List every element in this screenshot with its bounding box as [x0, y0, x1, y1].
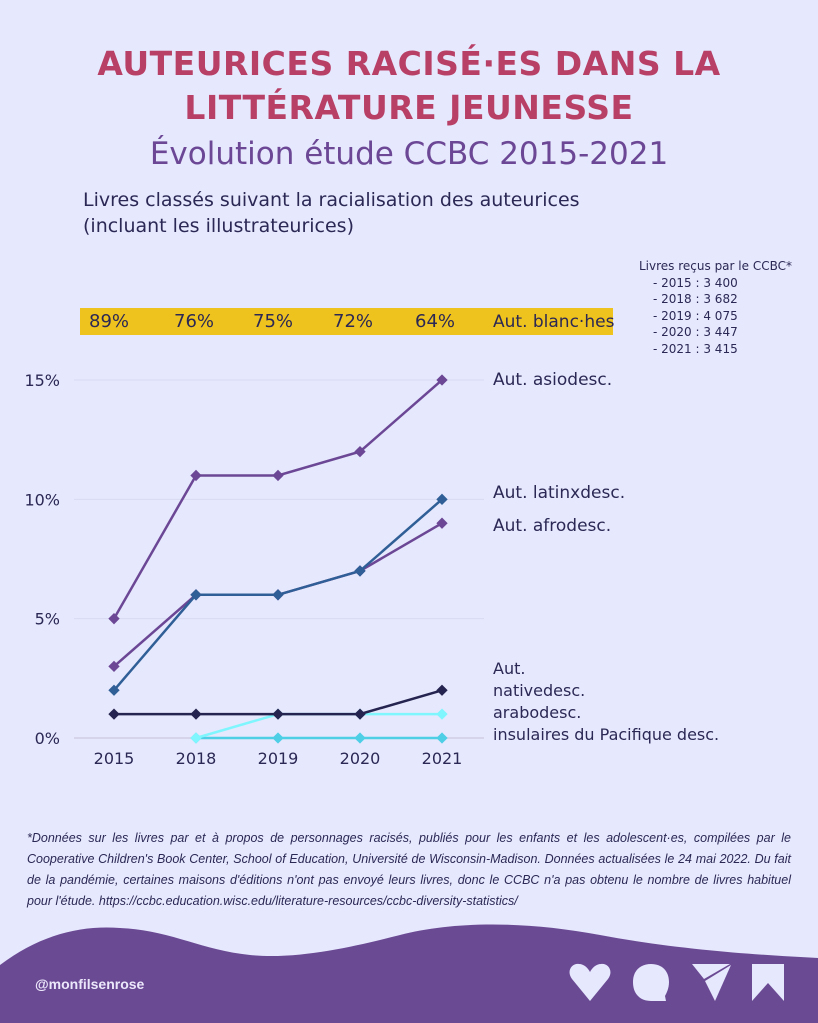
- data-point: [272, 469, 284, 482]
- bookmark-icon[interactable]: [750, 963, 786, 1003]
- title-line-2: LITTÉRATURE JEUNESSE: [184, 88, 634, 127]
- data-point: [436, 493, 448, 505]
- data-point: [436, 732, 448, 744]
- series-label-pacific: insulaires du Pacifique desc.: [493, 725, 720, 744]
- white-authors-value: 76%: [174, 311, 215, 332]
- data-point: [190, 732, 202, 744]
- data-point: [190, 589, 202, 601]
- data-point: [190, 469, 202, 482]
- books-received-row: - 2020 : 3 447: [653, 325, 738, 339]
- series-label-latinxdesc: Aut. latinxdesc.: [493, 483, 626, 503]
- social-handle[interactable]: @monfilsenrose: [35, 976, 145, 992]
- books-received-row: - 2018 : 3 682: [653, 292, 738, 306]
- books-received-box: Livres reçus par le CCBC* - 2015 : 3 400…: [639, 258, 792, 357]
- white-authors-label: Aut. blanc·hes: [493, 312, 615, 332]
- data-point: [354, 708, 366, 720]
- data-point: [272, 732, 284, 744]
- series-label-aut: Aut.: [493, 659, 526, 678]
- books-received-row: - 2015 : 3 400: [653, 275, 738, 290]
- series-label-afrodesc: Aut. afrodesc.: [493, 516, 612, 536]
- title-line-1: AUTEURICES RACISÉ·ES DANS LA: [97, 44, 721, 83]
- data-point: [272, 708, 284, 720]
- subtitle: Évolution étude CCBC 2015-2021: [149, 136, 669, 172]
- series-label-nativedesc: nativedesc.: [493, 681, 586, 700]
- data-point: [190, 708, 202, 720]
- description-line-1: Livres classés suivant la racialisation …: [83, 189, 580, 211]
- white-authors-value: 72%: [333, 311, 374, 332]
- heart-icon[interactable]: [568, 963, 612, 1003]
- x-tick-label: 2020: [340, 749, 381, 768]
- series-label-arabodesc: arabodesc.: [493, 703, 582, 722]
- books-received-title: Livres reçus par le CCBC*: [639, 259, 792, 273]
- data-point: [436, 517, 448, 529]
- white-authors-value: 64%: [415, 311, 456, 332]
- description-line-2: (incluant les illustrateurices): [83, 215, 354, 237]
- data-point: [436, 374, 448, 386]
- data-point: [108, 613, 120, 625]
- y-tick-label: 10%: [24, 490, 60, 509]
- x-tick-label: 2015: [94, 749, 135, 768]
- y-tick-label: 5%: [35, 610, 60, 629]
- line-chart: 0% 5% 10% 15% 2015 2018 2019 2020 2021: [24, 371, 484, 768]
- data-point: [272, 589, 284, 601]
- y-tick-label: 0%: [35, 729, 60, 748]
- x-tick-label: 2018: [176, 749, 217, 768]
- x-tick-label: 2021: [422, 749, 463, 768]
- books-received-row: - 2019 : 4 075: [653, 308, 738, 323]
- footer-wave: [0, 924, 818, 1023]
- comment-icon[interactable]: [631, 963, 671, 1003]
- white-authors-band: [80, 308, 613, 335]
- data-point: [354, 565, 366, 577]
- books-received-row: - 2021 : 3 415: [653, 341, 738, 356]
- data-point: [436, 684, 448, 696]
- white-authors-value: 75%: [253, 311, 294, 332]
- y-tick-label: 15%: [24, 371, 60, 390]
- white-authors-value: 89%: [89, 311, 130, 332]
- footnote: *Données sur les livres par et à propos …: [27, 831, 791, 908]
- series-line: [195, 712, 442, 740]
- series-label-asiodesc: Aut. asiodesc.: [493, 370, 613, 390]
- footer-wave-shape: [0, 924, 818, 1023]
- chart-description: Livres classés suivant la racialisation …: [83, 187, 580, 239]
- x-tick-label: 2019: [258, 749, 299, 768]
- data-point: [436, 708, 448, 720]
- data-point: [354, 445, 366, 458]
- send-icon[interactable]: [690, 963, 734, 1003]
- data-point: [354, 732, 366, 744]
- data-point: [108, 708, 120, 720]
